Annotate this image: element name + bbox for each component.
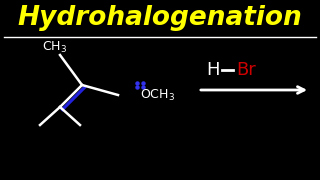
Text: H: H xyxy=(206,61,220,79)
Text: $\mathregular{OCH_3}$: $\mathregular{OCH_3}$ xyxy=(140,87,175,103)
Text: Br: Br xyxy=(236,61,256,79)
Text: $\mathregular{CH_3}$: $\mathregular{CH_3}$ xyxy=(43,39,68,55)
Text: Hydrohalogenation: Hydrohalogenation xyxy=(18,5,302,31)
